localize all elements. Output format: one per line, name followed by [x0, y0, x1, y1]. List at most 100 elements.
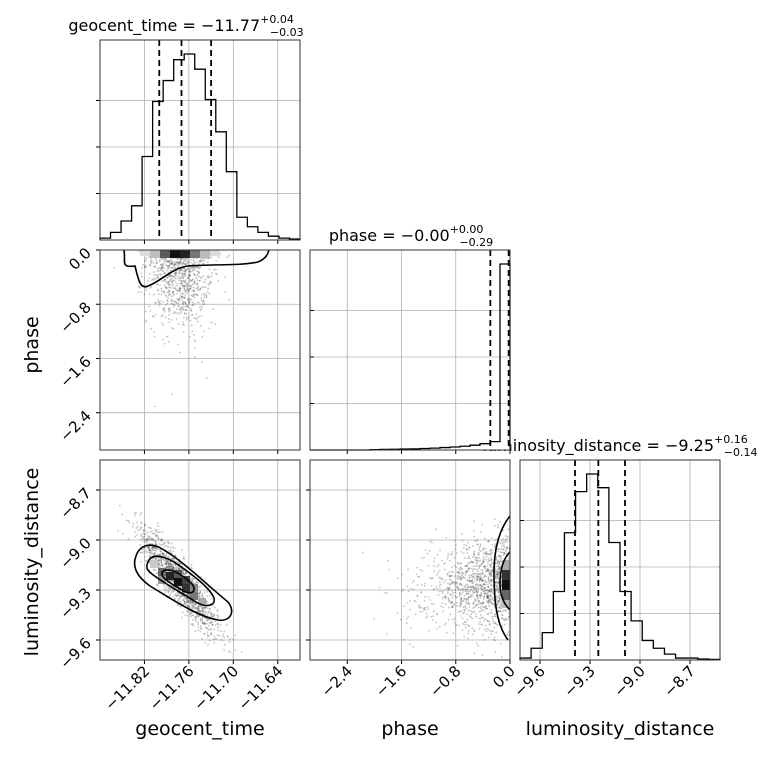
sample-point — [150, 530, 153, 533]
sample-point — [172, 291, 174, 294]
sample-point — [172, 557, 174, 560]
sample-point — [480, 577, 483, 580]
sample-point — [504, 538, 507, 541]
sample-point — [464, 606, 467, 609]
sample-point — [190, 324, 193, 327]
sample-point — [488, 602, 490, 605]
sample-point — [476, 543, 479, 546]
sample-point — [496, 582, 499, 585]
sample-point — [177, 275, 180, 278]
sample-point — [210, 615, 213, 617]
sample-point — [127, 538, 130, 541]
sample-point — [173, 263, 175, 266]
sample-point — [160, 315, 163, 317]
sample-point — [470, 579, 473, 582]
contour — [133, 544, 233, 622]
density-cell — [502, 560, 510, 570]
sample-point — [169, 309, 172, 312]
sample-point — [164, 278, 166, 281]
sample-point — [465, 601, 467, 604]
sample-point — [193, 268, 195, 271]
sample-point — [189, 266, 192, 269]
density-cell — [502, 580, 510, 590]
sample-point — [149, 310, 152, 312]
sample-point — [476, 578, 479, 581]
sample-point — [436, 574, 439, 576]
sample-point — [466, 579, 469, 581]
sample-point — [467, 609, 470, 612]
sample-point — [455, 595, 457, 598]
sample-point — [505, 546, 508, 549]
sample-point — [378, 586, 381, 589]
sample-point — [480, 607, 482, 610]
sample-point — [495, 590, 497, 592]
sample-point — [179, 287, 182, 290]
sample-point — [170, 392, 173, 395]
sample-point — [403, 605, 405, 607]
sample-point — [156, 283, 159, 286]
sample-point — [499, 556, 501, 558]
sample-point — [198, 592, 201, 595]
sample-point — [190, 309, 193, 312]
sample-point — [206, 602, 209, 605]
sample-point — [184, 273, 187, 275]
sample-point — [240, 650, 243, 653]
sample-point — [164, 563, 167, 566]
sample-point — [476, 539, 478, 542]
sample-point — [178, 296, 181, 299]
sample-point — [144, 529, 147, 532]
sample-point — [187, 290, 190, 292]
sample-point — [160, 269, 163, 272]
sample-point — [206, 595, 209, 598]
sample-point — [458, 572, 460, 575]
sample-point — [481, 654, 484, 657]
sample-point — [493, 636, 496, 639]
sample-point — [487, 601, 489, 604]
sample-point — [497, 595, 500, 598]
sample-point — [441, 578, 444, 581]
sample-point — [467, 591, 470, 593]
sample-point — [164, 562, 167, 565]
sample-point — [433, 565, 435, 567]
sample-point — [173, 566, 176, 569]
sample-point — [482, 602, 485, 604]
sample-point — [175, 271, 178, 273]
sample-point — [479, 594, 481, 597]
sample-point — [183, 263, 186, 266]
sample-point — [160, 287, 163, 290]
sample-point — [226, 635, 229, 637]
sample-point — [192, 578, 195, 580]
density-cell — [140, 250, 150, 256]
panel-content — [117, 504, 243, 654]
sample-point — [466, 552, 469, 554]
sample-point — [424, 608, 427, 611]
sample-point — [195, 313, 198, 316]
sample-point — [176, 312, 179, 314]
sample-point — [486, 568, 489, 571]
sample-point — [473, 553, 475, 556]
sample-point — [188, 268, 191, 271]
scatter-panel-geocent_time-phase — [96, 249, 301, 454]
sample-point — [178, 272, 180, 275]
sample-point — [208, 276, 211, 279]
sample-point — [181, 274, 184, 276]
sample-point — [206, 607, 209, 609]
sample-point — [475, 615, 478, 618]
sample-point — [442, 610, 445, 613]
sample-point — [183, 285, 185, 288]
sample-point — [143, 550, 146, 553]
sample-point — [183, 602, 186, 605]
sample-point — [169, 278, 172, 281]
sample-point — [454, 595, 457, 598]
sample-point — [479, 543, 482, 546]
sample-point — [156, 528, 159, 531]
sample-point — [173, 305, 175, 308]
density-cell — [170, 250, 180, 258]
sample-point — [455, 551, 458, 554]
scatter-panel-geocent_time-luminosity_distance — [96, 459, 301, 664]
sample-point — [483, 565, 486, 568]
sample-point — [206, 261, 209, 264]
sample-point — [489, 594, 492, 597]
sample-point — [224, 291, 227, 294]
sample-point — [182, 306, 184, 309]
